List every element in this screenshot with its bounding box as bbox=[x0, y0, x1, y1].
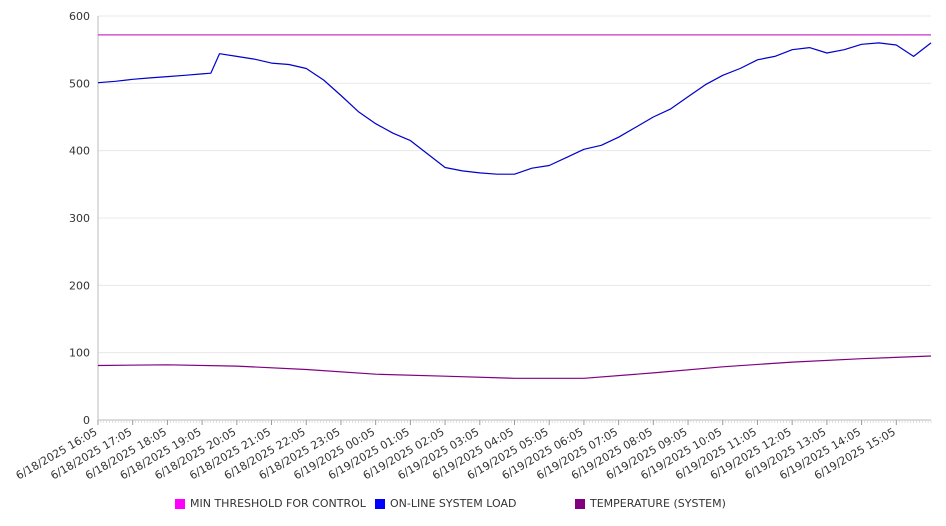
series-lines bbox=[97, 34, 932, 379]
legend-swatch-system-load bbox=[375, 498, 385, 509]
legend-item-min-threshold: MIN THRESHOLD FOR CONTROL bbox=[175, 497, 366, 510]
legend-item-system-load: ON-LINE SYSTEM LOAD bbox=[375, 497, 516, 510]
series-line-temperature bbox=[97, 355, 932, 379]
y-tick-label-500: 500 bbox=[69, 77, 90, 90]
axes bbox=[97, 16, 932, 425]
series-line-system-load bbox=[97, 42, 932, 175]
legend-label-temperature: TEMPERATURE (SYSTEM) bbox=[590, 497, 726, 510]
legend-label-min-threshold: MIN THRESHOLD FOR CONTROL bbox=[190, 497, 366, 510]
grid-lines bbox=[98, 15, 931, 354]
y-tick-label-200: 200 bbox=[69, 279, 90, 292]
y-tick-label-100: 100 bbox=[69, 347, 90, 360]
y-tick-label-600: 600 bbox=[69, 10, 90, 23]
y-tick-labels: 0 100 200 300 400 500 600 bbox=[69, 10, 90, 427]
legend-label-system-load: ON-LINE SYSTEM LOAD bbox=[390, 497, 517, 510]
chart-legend: MIN THRESHOLD FOR CONTROL ON-LINE SYSTEM… bbox=[0, 497, 946, 515]
legend-item-temperature: TEMPERATURE (SYSTEM) bbox=[575, 497, 726, 510]
legend-swatch-temperature bbox=[575, 498, 585, 509]
y-tick-label-300: 300 bbox=[69, 212, 90, 225]
y-tick-label-0: 0 bbox=[83, 414, 90, 427]
x-tick-labels: 6/18/2025 16:056/18/2025 17:056/18/2025 … bbox=[14, 425, 898, 482]
legend-swatch-min-threshold bbox=[175, 498, 185, 509]
y-tick-label-400: 400 bbox=[69, 145, 90, 158]
